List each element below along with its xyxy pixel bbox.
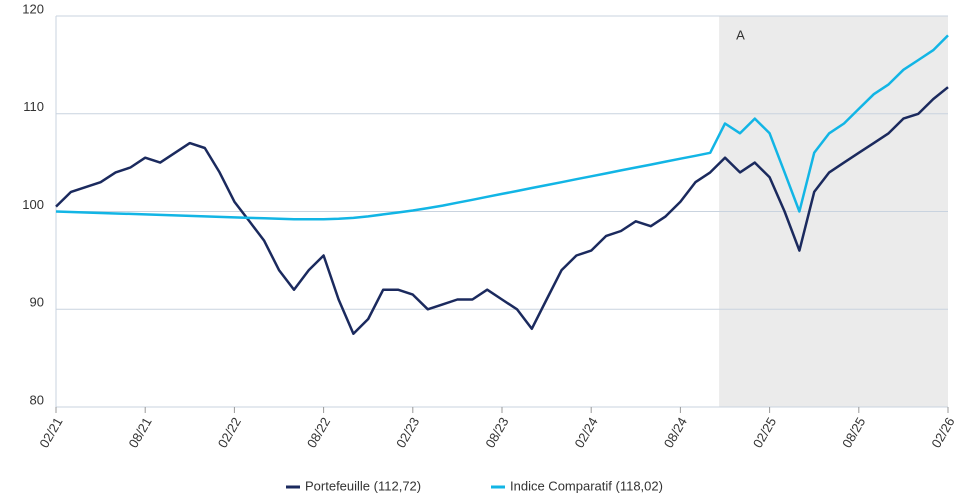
y-tick-label: 90 xyxy=(30,295,44,310)
x-tick-label: 08/24 xyxy=(661,415,690,451)
x-tick-label: 02/26 xyxy=(928,415,957,451)
x-tick-label: 08/25 xyxy=(839,415,868,451)
x-tick-label: 08/21 xyxy=(126,415,155,451)
legend-label: Portefeuille (112,72) xyxy=(305,478,421,493)
x-tick-label: 02/23 xyxy=(393,415,422,451)
x-tick-label: 08/22 xyxy=(304,415,333,451)
y-tick-label: 120 xyxy=(22,1,44,16)
y-tick-label: 100 xyxy=(22,197,44,212)
x-tick-label: 02/24 xyxy=(572,415,601,451)
y-tick-label: 80 xyxy=(30,392,44,407)
x-tick-label: 08/23 xyxy=(482,415,511,451)
series-line xyxy=(55,86,949,335)
x-tick-label: 02/22 xyxy=(215,415,244,451)
y-tick-label: 110 xyxy=(23,99,44,114)
series-line xyxy=(55,34,949,221)
x-tick-label: 02/25 xyxy=(750,415,779,451)
x-tick-label: 02/21 xyxy=(36,415,65,451)
region-label: A xyxy=(736,27,745,42)
legend-label: Indice Comparatif (118,02) xyxy=(510,478,663,493)
